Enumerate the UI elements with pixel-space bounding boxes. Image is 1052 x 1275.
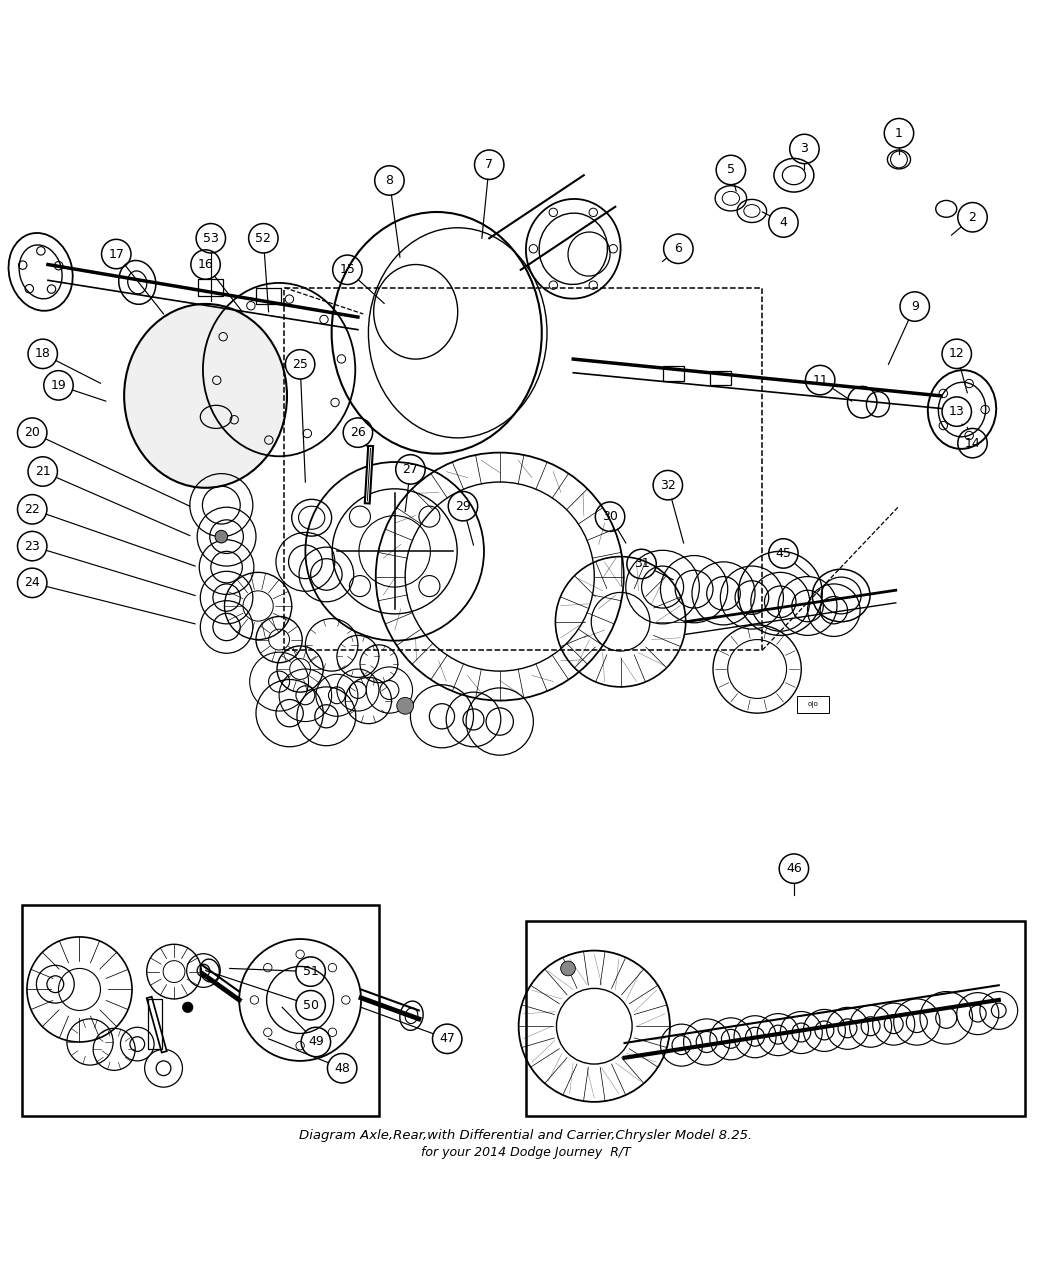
Text: 23: 23 — [24, 539, 40, 552]
Text: 30: 30 — [602, 510, 618, 523]
Text: 18: 18 — [35, 347, 50, 361]
Text: 29: 29 — [456, 500, 471, 513]
Text: 19: 19 — [50, 379, 66, 391]
Text: Diagram Axle,Rear,with Differential and Carrier,Chrysler Model 8.25.: Diagram Axle,Rear,with Differential and … — [300, 1128, 752, 1142]
Bar — [284, 288, 763, 650]
Text: 27: 27 — [403, 463, 419, 476]
Text: 25: 25 — [292, 358, 308, 371]
Text: 14: 14 — [965, 436, 980, 450]
Text: 45: 45 — [775, 547, 791, 560]
Text: 22: 22 — [24, 502, 40, 516]
Circle shape — [182, 1002, 193, 1012]
Text: 3: 3 — [801, 143, 808, 156]
Text: 5: 5 — [727, 163, 735, 176]
Bar — [198, 279, 223, 296]
Text: 1: 1 — [895, 126, 903, 140]
Text: 50: 50 — [303, 998, 319, 1012]
Text: 24: 24 — [24, 576, 40, 589]
Bar — [147, 998, 162, 1049]
Bar — [526, 921, 1025, 1116]
Bar — [797, 696, 829, 713]
Text: 6: 6 — [674, 242, 683, 255]
Text: 21: 21 — [35, 465, 50, 478]
Text: 47: 47 — [440, 1033, 456, 1045]
Circle shape — [561, 961, 575, 975]
Text: 12: 12 — [949, 347, 965, 361]
Bar — [256, 288, 281, 305]
Text: 4: 4 — [780, 215, 787, 230]
Text: 51: 51 — [303, 965, 319, 978]
Text: 17: 17 — [108, 247, 124, 260]
Text: 20: 20 — [24, 426, 40, 439]
Text: 11: 11 — [812, 374, 828, 386]
Text: for your 2014 Dodge Journey  R/T: for your 2014 Dodge Journey R/T — [421, 1146, 631, 1159]
Text: 46: 46 — [786, 862, 802, 875]
Text: 7: 7 — [485, 158, 493, 171]
Bar — [22, 905, 379, 1116]
Text: 48: 48 — [335, 1062, 350, 1075]
Text: o|o: o|o — [807, 701, 818, 708]
Text: 26: 26 — [350, 426, 366, 439]
Ellipse shape — [124, 303, 287, 488]
Text: 9: 9 — [911, 300, 918, 314]
Text: 53: 53 — [203, 232, 219, 245]
Text: 13: 13 — [949, 405, 965, 418]
Text: 8: 8 — [385, 173, 393, 187]
Bar — [663, 366, 684, 381]
Text: 16: 16 — [198, 258, 214, 272]
Text: 31: 31 — [633, 557, 649, 570]
Circle shape — [397, 697, 413, 714]
Text: 15: 15 — [340, 263, 356, 277]
Bar — [710, 371, 731, 385]
Text: 52: 52 — [256, 232, 271, 245]
Text: 2: 2 — [969, 210, 976, 223]
Circle shape — [215, 530, 227, 543]
Text: 49: 49 — [308, 1035, 324, 1048]
Text: 32: 32 — [660, 478, 675, 492]
